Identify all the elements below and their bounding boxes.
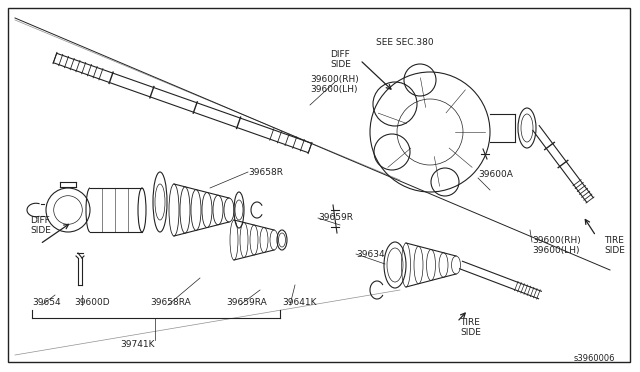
Text: 39641K: 39641K bbox=[282, 298, 317, 307]
Text: 39659R: 39659R bbox=[318, 213, 353, 222]
Text: 39634: 39634 bbox=[356, 250, 385, 259]
Text: 39658R: 39658R bbox=[248, 168, 283, 177]
Text: DIFF
SIDE: DIFF SIDE bbox=[330, 50, 351, 70]
Text: SEE SEC.380: SEE SEC.380 bbox=[376, 38, 434, 47]
Text: 39600(RH): 39600(RH) bbox=[532, 236, 580, 245]
Text: DIFF
SIDE: DIFF SIDE bbox=[30, 216, 51, 235]
Text: TIRE
SIDE: TIRE SIDE bbox=[460, 318, 481, 337]
Text: 39741K: 39741K bbox=[120, 340, 154, 349]
Text: 39600A: 39600A bbox=[478, 170, 513, 179]
Text: 39654: 39654 bbox=[32, 298, 61, 307]
Text: 39600(RH): 39600(RH) bbox=[310, 75, 359, 84]
Text: 39659RA: 39659RA bbox=[226, 298, 267, 307]
Text: 39600(LH): 39600(LH) bbox=[532, 246, 579, 255]
Text: TIRE
SIDE: TIRE SIDE bbox=[604, 236, 625, 256]
Text: 39600(LH): 39600(LH) bbox=[310, 85, 358, 94]
Text: 39600D: 39600D bbox=[74, 298, 109, 307]
Text: 39658RA: 39658RA bbox=[150, 298, 191, 307]
Text: s3960006: s3960006 bbox=[574, 354, 616, 363]
